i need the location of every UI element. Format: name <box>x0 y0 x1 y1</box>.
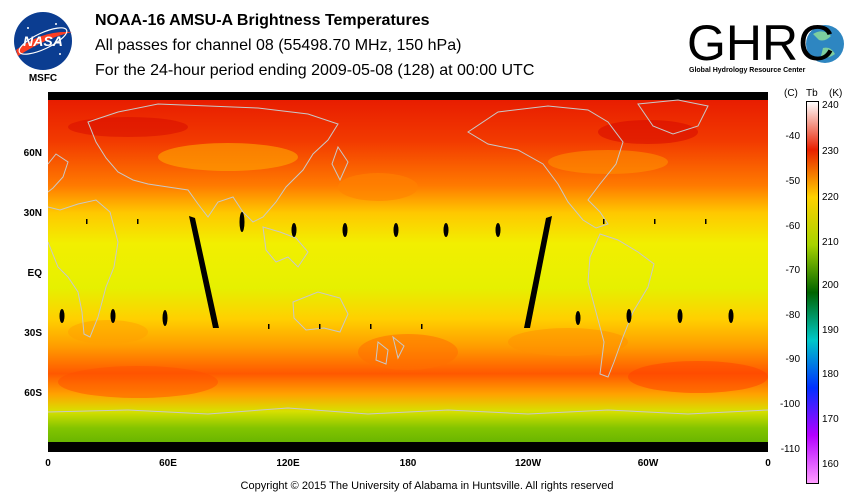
copyright-notice: Copyright © 2015 The University of Alaba… <box>240 480 614 492</box>
tick-c-minus60: -60 <box>785 221 800 232</box>
brightness-temperature-map <box>48 92 768 452</box>
tick-k-190: 190 <box>822 325 839 336</box>
lat-label-30n: 30N <box>23 208 42 219</box>
colorbar-header-tb: Tb <box>806 88 818 99</box>
tick-k-220: 220 <box>822 192 839 203</box>
tick-k-180: 180 <box>822 369 839 380</box>
tick-c-minus100: -100 <box>779 399 800 410</box>
tick-k-170: 170 <box>822 414 839 425</box>
ghrc-caption: Global Hydrology Resource Center <box>689 67 806 74</box>
lat-label-30s: 30S <box>24 328 42 339</box>
lon-label-180: 180 <box>399 458 417 469</box>
tick-c-minus80: -80 <box>785 310 800 321</box>
tick-k-210: 210 <box>822 237 839 248</box>
map-subtitle: All passes for channel 08 (55498.70 MHz,… <box>95 37 462 54</box>
tick-k-200: 200 <box>822 280 839 291</box>
lon-label-120w: 120W <box>514 458 542 469</box>
ghrc-logo: GHRC Global Hydrology Resource Center <box>685 10 845 80</box>
tick-k-160: 160 <box>822 459 839 470</box>
msfc-caption: MSFC <box>29 73 57 84</box>
lat-label-60n: 60N <box>23 148 42 159</box>
lon-label-60w: 60W <box>637 458 659 469</box>
colorbar-header-c: (C) <box>784 88 798 99</box>
tick-c-minus90: -90 <box>785 354 800 365</box>
map-period: For the 24-hour period ending 2009-05-08… <box>95 62 535 79</box>
nasa-logo-text: NASA <box>23 33 63 49</box>
lat-label-60s: 60S <box>24 388 42 399</box>
tick-k-240: 240 <box>822 100 839 111</box>
lat-label-eq: EQ <box>27 268 42 279</box>
tick-k-230: 230 <box>822 146 839 157</box>
colorbar-header-k: (K) <box>829 88 843 99</box>
lon-label-0-east: 0 <box>765 458 771 469</box>
temperature-colorbar <box>806 101 819 484</box>
nasa-logo: NASA MSFC <box>12 10 74 84</box>
ghrc-logo-text: GHRC <box>687 15 834 71</box>
tick-c-minus110: -110 <box>780 444 800 455</box>
lon-label-120e: 120E <box>276 458 300 469</box>
lon-label-60e: 60E <box>159 458 177 469</box>
map-title: NOAA-16 AMSU-A Brightness Temperatures <box>95 12 430 29</box>
tick-c-minus70: -70 <box>785 265 800 276</box>
tick-c-minus40: -40 <box>785 131 800 142</box>
tick-c-minus50: -50 <box>785 176 800 187</box>
lon-label-0-west: 0 <box>45 458 51 469</box>
